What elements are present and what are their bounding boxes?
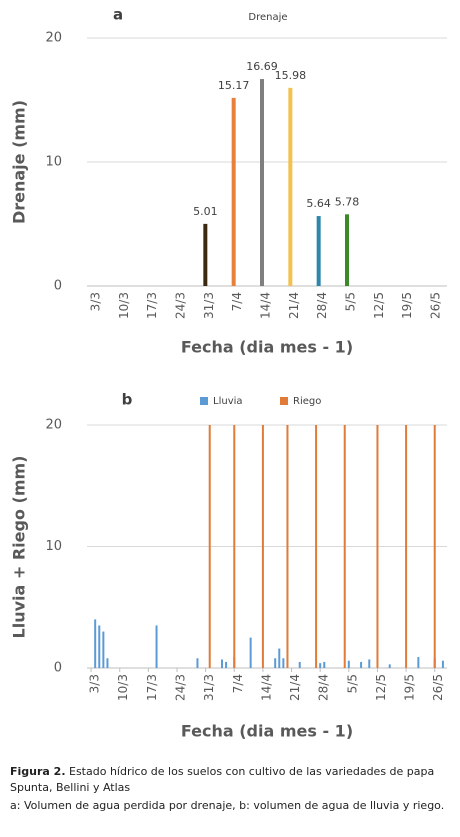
- bar: [278, 648, 281, 668]
- x-tick-label: 5/5: [344, 292, 358, 311]
- x-tick-label: 17/3: [145, 674, 159, 701]
- caption: Figura 2. Estado hídrico de los suelos c…: [10, 764, 450, 816]
- bar: [347, 660, 350, 668]
- bar: [368, 659, 371, 668]
- x-tick-label: 3/3: [88, 674, 102, 693]
- y-tick-label: 0: [54, 279, 62, 294]
- bar: [260, 79, 264, 286]
- x-tick-label: 26/5: [431, 674, 445, 701]
- caption-text: Estado hídrico de los suelos con cultivo…: [10, 765, 435, 794]
- x-tick-label: 10/3: [117, 292, 131, 319]
- x-tick-label: 7/4: [230, 292, 244, 311]
- x-tick-label: 17/3: [145, 292, 159, 319]
- caption-note: a: Volumen de agua perdida por drenaje, …: [10, 799, 445, 812]
- x-tick-label: 12/5: [372, 292, 386, 319]
- panel-label: a: [113, 6, 123, 24]
- bar: [316, 216, 321, 286]
- y-tick-label: 10: [45, 155, 62, 170]
- bar: [225, 661, 228, 668]
- x-axis-label: Fecha (dia mes - 1): [181, 338, 353, 357]
- x-tick-label: 31/3: [202, 292, 216, 319]
- legend-label: Lluvia: [213, 396, 243, 407]
- bar: [155, 625, 158, 668]
- figure: a Drenaje Drenaje (mm) Fecha (dia mes - 1) 0…: [10, 6, 447, 741]
- bar: [261, 425, 264, 668]
- y-tick-label: 20: [45, 31, 62, 46]
- bar: [315, 425, 318, 668]
- bar: [286, 425, 289, 668]
- bar: [249, 637, 252, 668]
- x-axis-label: Fecha (dia mes - 1): [181, 722, 353, 741]
- bar: [203, 223, 208, 286]
- bar: [98, 625, 101, 668]
- bar: [405, 425, 408, 668]
- bar: [298, 661, 301, 668]
- bar: [102, 631, 105, 668]
- x-tick-label: 5/5: [345, 674, 359, 693]
- data-label: 15.98: [275, 69, 307, 82]
- bar: [208, 425, 211, 668]
- data-label: 5.78: [335, 195, 360, 208]
- caption-main: Figura 2. Estado hídrico de los suelos c…: [10, 764, 450, 796]
- caption-label: Figura 2.: [10, 765, 66, 778]
- x-tick-label: 31/3: [202, 674, 216, 701]
- x-tick-label: 21/4: [287, 292, 301, 319]
- y-axis-label: Drenaje (mm): [10, 100, 29, 224]
- bar: [343, 425, 346, 668]
- bar: [231, 97, 236, 286]
- bar: [433, 425, 436, 668]
- legend-swatch: [280, 397, 288, 405]
- y-axis-label: Lluvia + Riego (mm): [10, 456, 29, 639]
- bar: [388, 664, 391, 668]
- bar: [233, 425, 236, 668]
- x-tick-label: 7/4: [231, 674, 245, 693]
- bar: [282, 658, 285, 668]
- x-tick-label: 28/4: [315, 292, 329, 319]
- bar: [417, 657, 420, 668]
- bar: [221, 659, 223, 668]
- data-label: 5.01: [193, 205, 218, 218]
- bar: [345, 214, 349, 286]
- x-tick-label: 19/5: [403, 674, 417, 701]
- x-tick-label: 3/3: [89, 292, 103, 311]
- y-tick-label: 20: [45, 418, 62, 433]
- chart-title: Drenaje: [248, 12, 287, 23]
- bar: [94, 619, 97, 668]
- x-tick-label: 24/3: [174, 674, 188, 701]
- data-label: 16.69: [246, 60, 278, 73]
- bar: [319, 663, 322, 668]
- x-tick-label: 26/5: [429, 292, 443, 319]
- bar: [441, 660, 444, 668]
- bar: [376, 425, 379, 668]
- data-label: 5.64: [306, 197, 331, 210]
- x-tick-label: 19/5: [400, 292, 414, 319]
- data-label: 15.17: [218, 79, 250, 92]
- x-tick-label: 12/5: [374, 674, 388, 701]
- bar: [288, 87, 293, 287]
- bar: [274, 658, 277, 668]
- x-tick-label: 21/4: [288, 674, 302, 701]
- y-tick-label: 10: [45, 539, 62, 554]
- bar: [196, 658, 199, 668]
- x-tick-label: 14/4: [259, 292, 273, 319]
- bar: [106, 658, 109, 668]
- bar: [323, 661, 326, 668]
- panel-label: b: [122, 391, 133, 409]
- legend-swatch: [200, 397, 208, 405]
- legend-label: Riego: [293, 396, 321, 407]
- x-tick-label: 28/4: [317, 674, 331, 701]
- y-tick-label: 0: [54, 661, 62, 676]
- x-tick-label: 24/3: [174, 292, 188, 319]
- x-tick-label: 10/3: [116, 674, 130, 701]
- bar: [360, 661, 363, 668]
- x-tick-label: 14/4: [259, 674, 273, 701]
